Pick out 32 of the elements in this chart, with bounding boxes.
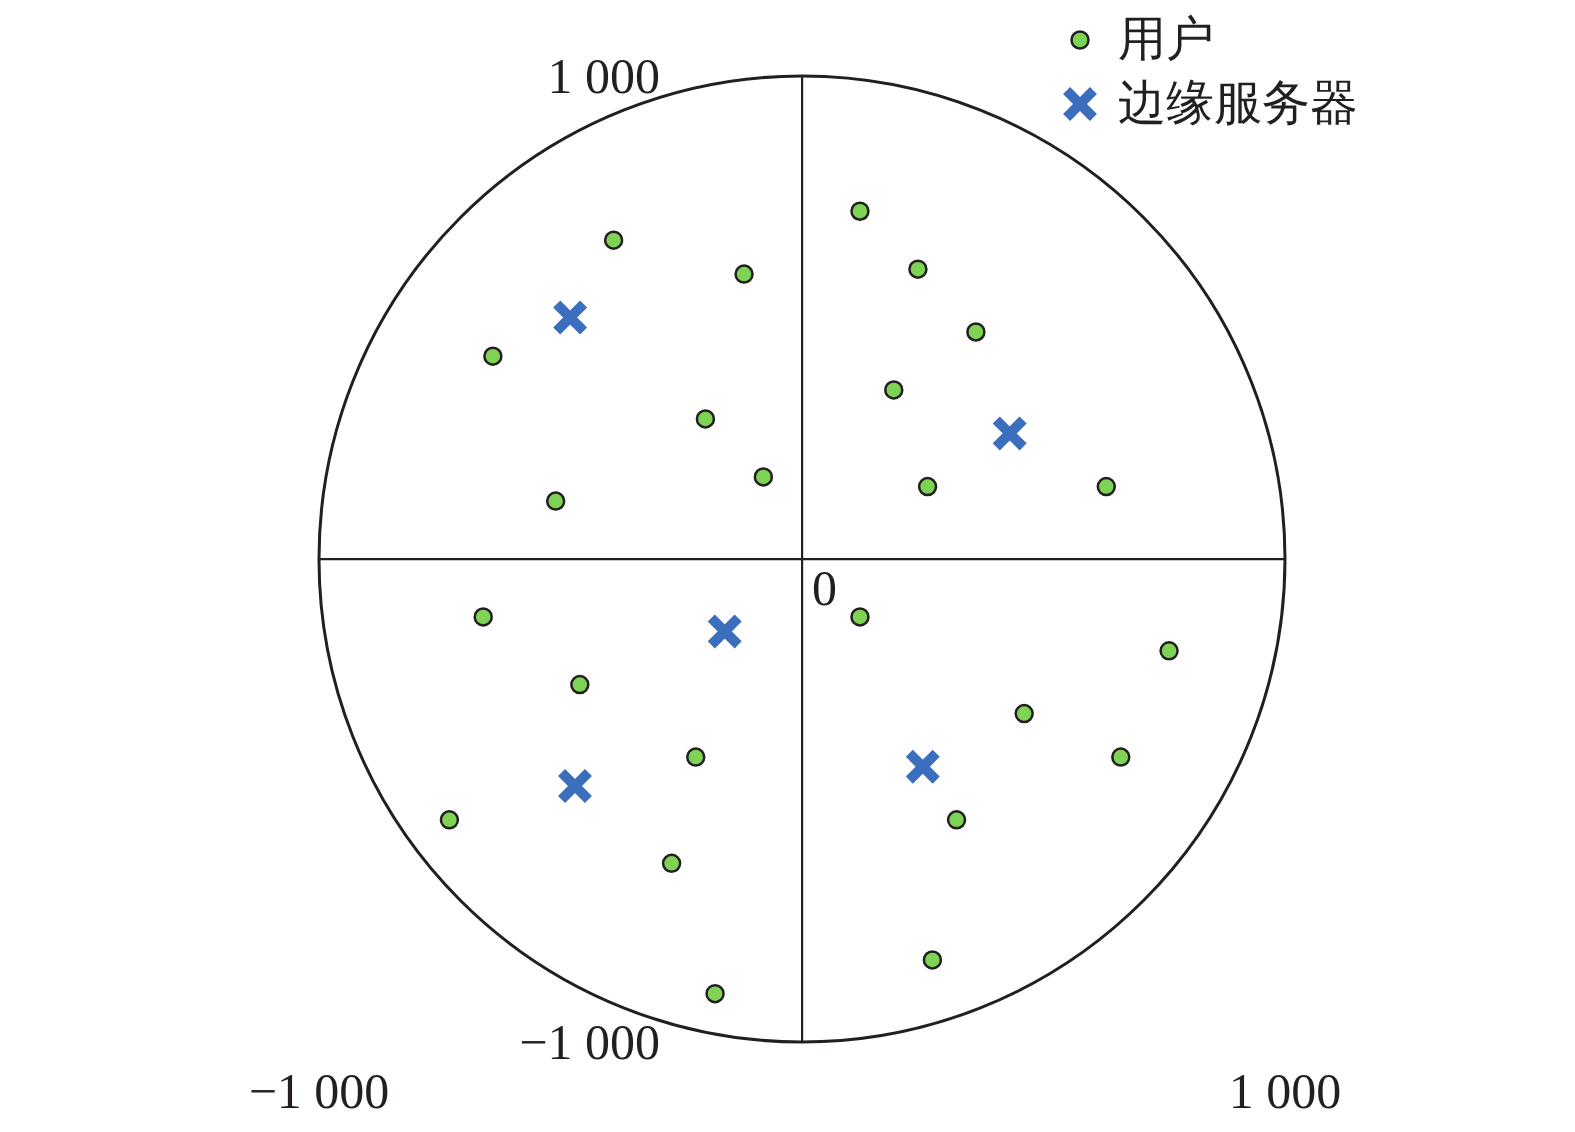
point [685,747,706,767]
point [1111,747,1131,767]
point [556,767,594,805]
point [705,983,725,1004]
point [661,853,682,874]
point [917,476,938,497]
point [922,950,943,970]
point [946,810,967,830]
point [850,607,870,627]
point [570,674,590,695]
point [884,380,904,400]
point [908,259,928,279]
point [734,264,754,284]
point [991,414,1029,452]
point [483,346,503,366]
point [1159,641,1179,661]
point [850,201,870,221]
point [545,491,566,511]
point [706,613,744,650]
point [753,467,774,487]
annotation: 0 [812,560,837,617]
point [1096,476,1117,497]
point [603,230,624,250]
legend-label: 边缘服务器 [1118,75,1358,129]
point [439,810,460,830]
point [473,607,493,627]
point [695,409,716,429]
point [551,299,589,336]
point [904,748,942,786]
point [966,322,986,342]
point [1014,703,1034,724]
legend-label: 用户 [1118,11,1214,65]
